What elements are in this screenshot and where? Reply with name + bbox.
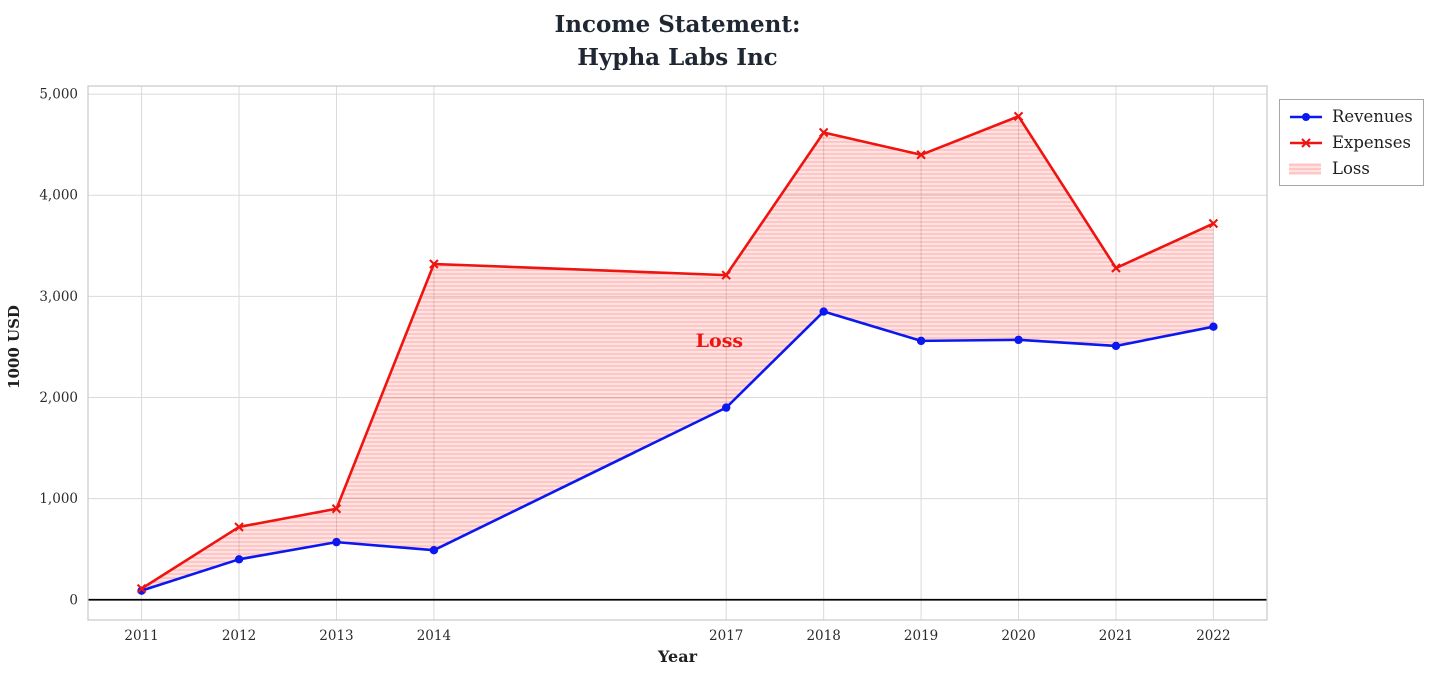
x-tick-label: 2012 [222, 628, 256, 644]
legend-label-expenses: Expenses [1332, 133, 1412, 152]
series-line-expenses [140, 115, 1214, 590]
chart-title-line2: Hypha Labs Inc [577, 44, 778, 72]
legend-swatch-loss [1289, 162, 1321, 175]
legend-item-expenses: Expenses [1288, 133, 1413, 152]
y-tick-label: 1,000 [39, 491, 78, 507]
y-axis-label: 1000 USD [5, 305, 23, 389]
chart-title: Income Statement: Hypha Labs Inc [88, 8, 1267, 75]
marker-circle-revenues [332, 537, 341, 547]
marker-circle-revenues [1014, 335, 1023, 345]
legend-item-revenues: Revenues [1288, 107, 1413, 126]
y-tick-label: 0 [69, 592, 78, 608]
legend-label-revenues: Revenues [1332, 107, 1413, 126]
x-tick-label: 2022 [1196, 628, 1230, 644]
marker-x-expenses [1111, 263, 1121, 273]
legend-label-loss: Loss [1332, 159, 1370, 178]
marker-circle-revenues [916, 336, 926, 346]
y-tick-label: 3,000 [39, 289, 78, 305]
chart-title-line1: Income Statement: [554, 11, 801, 38]
x-tick-label: 2014 [417, 628, 451, 644]
marker-circle-revenues [1111, 341, 1121, 351]
marker-x-expenses [1208, 218, 1219, 229]
marker-x-expenses [136, 583, 147, 594]
series-line-revenues [141, 310, 1214, 592]
x-tick-label: 2019 [904, 628, 938, 644]
x-tick-label: 2018 [806, 628, 840, 644]
marker-x-expenses [331, 504, 342, 514]
annotation-loss: Loss [696, 330, 743, 352]
marker-circle-revenues [819, 307, 828, 316]
x-tick-label: 2013 [319, 628, 353, 644]
legend-swatch-expenses [1290, 137, 1322, 148]
marker-x-expenses [721, 270, 731, 280]
y-tick-label: 5,000 [39, 87, 78, 103]
marker-x-expenses [1013, 111, 1024, 122]
x-tick-label: 2017 [709, 628, 743, 644]
legend-swatch-revenues [1290, 112, 1322, 121]
legend: Revenues Expenses Loss [1279, 99, 1424, 186]
marker-x-expenses [429, 259, 439, 269]
loss-area [141, 116, 1214, 591]
plot-border [87, 85, 1268, 621]
x-tick-label: 2020 [1001, 628, 1035, 644]
legend-item-loss: Loss [1288, 159, 1413, 178]
marker-x-expenses [234, 522, 244, 532]
y-tick-label: 2,000 [39, 390, 78, 406]
y-tick-label: 4,000 [39, 188, 78, 204]
marker-circle-revenues [234, 555, 244, 564]
marker-x-expenses [818, 127, 829, 138]
marker-circle-revenues [722, 403, 731, 412]
x-tick-label: 2011 [124, 628, 158, 644]
x-axis-label: Year [657, 647, 697, 666]
x-tick-label: 2021 [1099, 628, 1133, 644]
marker-circle-revenues [1209, 322, 1218, 331]
marker-x-expenses [916, 150, 926, 160]
marker-circle-revenues [429, 546, 439, 555]
